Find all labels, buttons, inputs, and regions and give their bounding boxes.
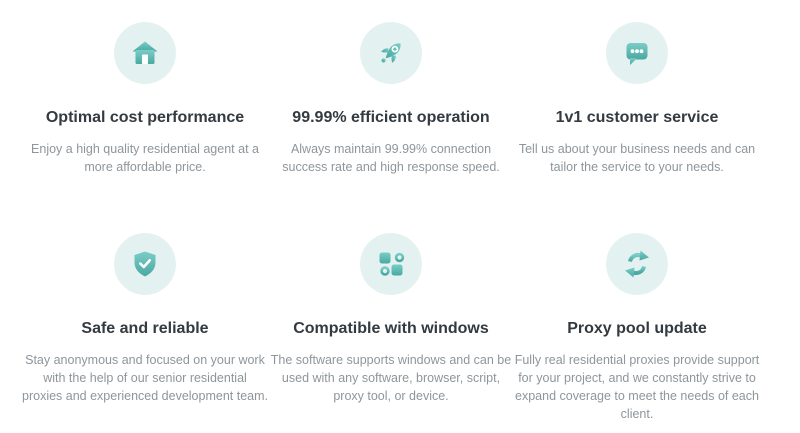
feature-icon-circle [606, 233, 668, 295]
feature-card-proxy-pool-update: Proxy pool update Fully real residential… [514, 233, 760, 423]
sync-arrows-icon [625, 250, 649, 278]
feature-icon-circle [360, 22, 422, 84]
feature-icon-circle [606, 22, 668, 84]
rocket-icon [381, 43, 401, 63]
feature-icon-circle [114, 22, 176, 84]
flowchart-nodes-icon [379, 252, 405, 276]
feature-icon-circle [360, 233, 422, 295]
feature-description: Always maintain 99.99% connection succes… [282, 142, 500, 174]
feature-description: Enjoy a high quality residential agent a… [31, 142, 259, 174]
chat-bubble-icon [626, 43, 648, 65]
feature-card-optimal-cost: Optimal cost performance Enjoy a high qu… [22, 22, 268, 176]
feature-card-safe-reliable: Safe and reliable Stay anonymous and foc… [22, 233, 268, 423]
shield-check-icon [134, 251, 156, 277]
feature-title: 99.99% efficient operation [292, 109, 490, 126]
feature-description: Tell us about your business needs and ca… [518, 142, 756, 174]
feature-card-customer-service: 1v1 customer service Tell us about your … [514, 22, 760, 176]
feature-title: Optimal cost performance [45, 109, 245, 126]
feature-title: Compatible with windows [293, 320, 489, 337]
feature-description: Stay anonymous and focused on your work … [22, 353, 268, 403]
feature-title: Safe and reliable [81, 320, 209, 337]
feature-description: Fully real residential proxies provide s… [514, 353, 760, 421]
feature-card-compatible-windows: Compatible with windows The software sup… [268, 233, 514, 423]
feature-icon-circle [114, 233, 176, 295]
feature-description: The software supports windows and can be… [270, 353, 512, 403]
feature-title: Proxy pool update [567, 320, 707, 337]
feature-card-efficient-operation: 99.99% efficient operation Always mainta… [268, 22, 514, 176]
features-section: Optimal cost performance Enjoy a high qu… [22, 22, 760, 423]
home-icon [132, 41, 158, 64]
feature-title: 1v1 customer service [555, 109, 719, 126]
